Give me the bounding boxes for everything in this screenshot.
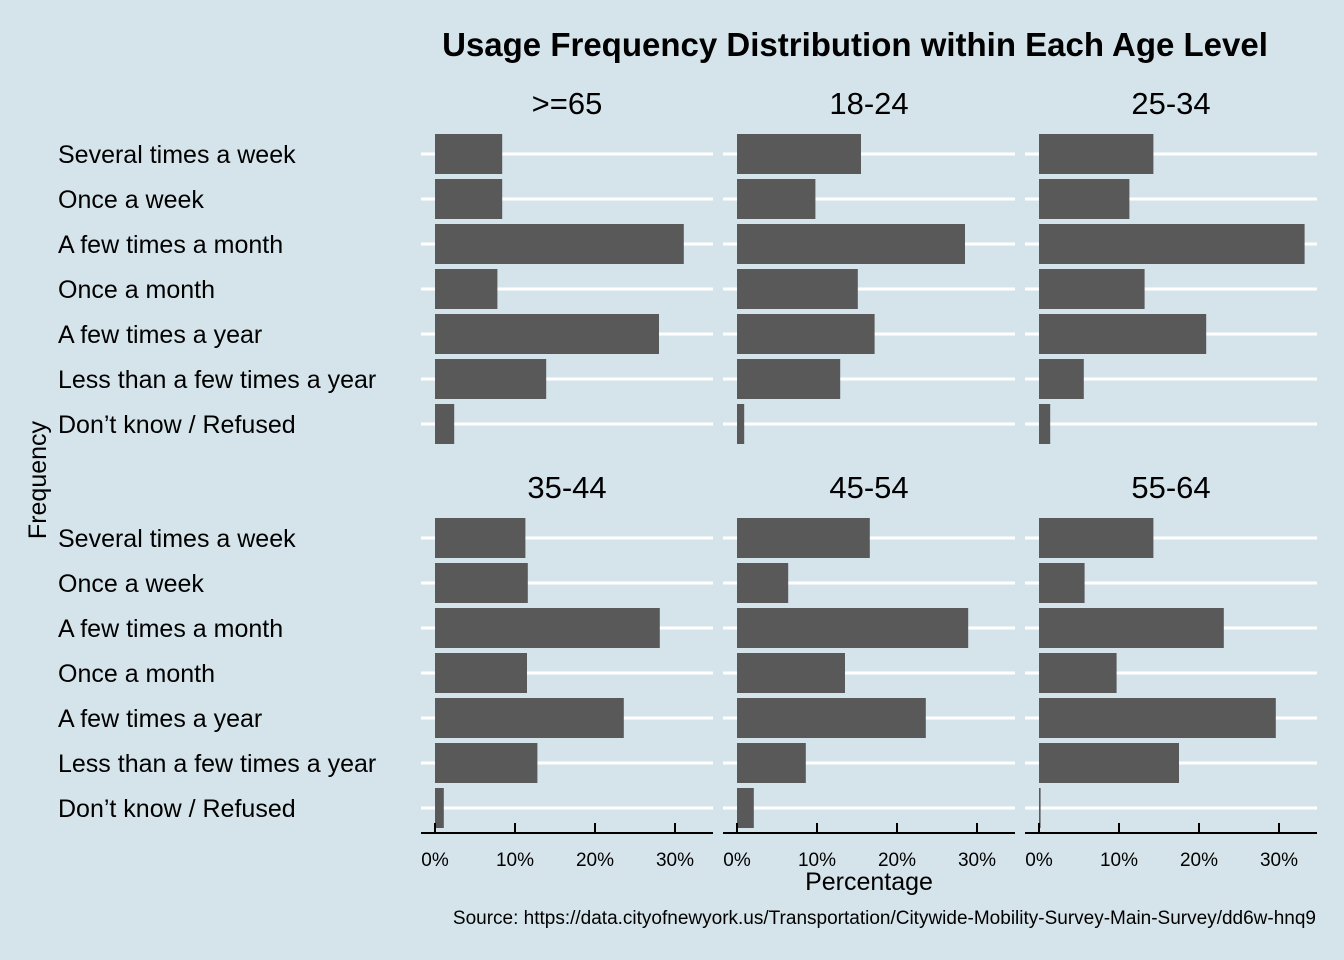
category-label: A few times a month xyxy=(58,615,283,643)
facet-title: 35-44 xyxy=(527,470,606,505)
x-tick-label: 30% xyxy=(958,850,996,871)
bar xyxy=(435,359,547,399)
bar xyxy=(1039,134,1154,174)
bar xyxy=(737,608,969,648)
x-tick-label: 30% xyxy=(656,850,694,871)
category-label: A few times a month xyxy=(58,231,283,259)
x-axis-title: Percentage xyxy=(805,868,933,896)
bar xyxy=(435,563,528,603)
bar xyxy=(737,179,816,219)
bar xyxy=(435,179,503,219)
bar xyxy=(737,404,745,444)
category-label: Don’t know / Refused xyxy=(58,411,296,439)
bar xyxy=(1039,404,1051,444)
facet-title: 18-24 xyxy=(829,86,908,121)
category-label: Once a week xyxy=(58,186,204,214)
facet->=65: >=65 Several times a week Once a week A few… xyxy=(58,86,713,444)
facet-title: 55-64 xyxy=(1131,470,1210,505)
x-tick-label: 20% xyxy=(576,850,614,871)
bar xyxy=(435,269,498,309)
bar xyxy=(737,653,845,693)
source-caption: Source: https://data.cityofnewyork.us/Tr… xyxy=(453,908,1316,929)
category-label: Less than a few times a year xyxy=(58,366,376,394)
category-label: Several times a week xyxy=(58,141,296,169)
x-tick-label: 30% xyxy=(1260,850,1298,871)
y-axis-title: Frequency xyxy=(24,420,52,539)
bar xyxy=(1039,518,1154,558)
facet-panels: >=65 Several times a week Once a week A few… xyxy=(58,86,1317,871)
bar xyxy=(435,134,503,174)
facet-title: >=65 xyxy=(532,86,603,121)
x-tick-label: 0% xyxy=(421,850,449,871)
bar xyxy=(1039,698,1276,738)
bar xyxy=(737,698,926,738)
bar xyxy=(435,404,455,444)
x-tick-label: 0% xyxy=(723,850,751,871)
category-label: A few times a year xyxy=(58,321,262,349)
category-label: Once a week xyxy=(58,570,204,598)
bar xyxy=(737,563,789,603)
bar xyxy=(737,269,858,309)
facet-45-54: 45-54 0% 10% 20% 30% xyxy=(723,470,1015,871)
bar xyxy=(1039,608,1224,648)
bar xyxy=(737,134,861,174)
bar xyxy=(1039,788,1041,828)
facet-18-24: 18-24 xyxy=(723,86,1015,444)
bar xyxy=(435,518,526,558)
bar xyxy=(1039,743,1179,783)
bar xyxy=(737,359,841,399)
bar xyxy=(1039,563,1085,603)
facet-35-44: 35-44 Several times a week Once a week A fe… xyxy=(58,470,713,871)
bar xyxy=(435,224,684,264)
bar xyxy=(435,788,444,828)
bar xyxy=(1039,653,1117,693)
bar xyxy=(737,743,806,783)
bar xyxy=(1039,314,1207,354)
x-tick-label: 10% xyxy=(496,850,534,871)
category-label: Once a month xyxy=(58,276,215,304)
x-tick-label: 10% xyxy=(798,850,836,871)
category-label: A few times a year xyxy=(58,705,262,733)
bar xyxy=(435,314,659,354)
facet-title: 25-34 xyxy=(1131,86,1210,121)
bar xyxy=(435,608,660,648)
bar xyxy=(1039,224,1305,264)
category-label: Several times a week xyxy=(58,525,296,553)
facet-55-64: 55-64 0% 10% 20% 30% xyxy=(1025,470,1317,871)
x-tick-label: 20% xyxy=(878,850,916,871)
bar xyxy=(435,653,527,693)
x-tick-label: 20% xyxy=(1180,850,1218,871)
category-label: Once a month xyxy=(58,660,215,688)
bar xyxy=(737,518,870,558)
bar xyxy=(435,743,538,783)
bar xyxy=(737,314,875,354)
bar xyxy=(737,224,965,264)
facet-25-34: 25-34 xyxy=(1025,86,1317,444)
bar xyxy=(1039,359,1084,399)
chart-title: Usage Frequency Distribution within Each… xyxy=(442,26,1268,63)
x-tick-label: 0% xyxy=(1025,850,1053,871)
facet-title: 45-54 xyxy=(829,470,908,505)
bar xyxy=(1039,179,1130,219)
category-label: Less than a few times a year xyxy=(58,750,376,778)
category-label: Don’t know / Refused xyxy=(58,795,296,823)
bar xyxy=(1039,269,1145,309)
bar xyxy=(435,698,624,738)
x-tick-label: 10% xyxy=(1100,850,1138,871)
bar xyxy=(737,788,754,828)
